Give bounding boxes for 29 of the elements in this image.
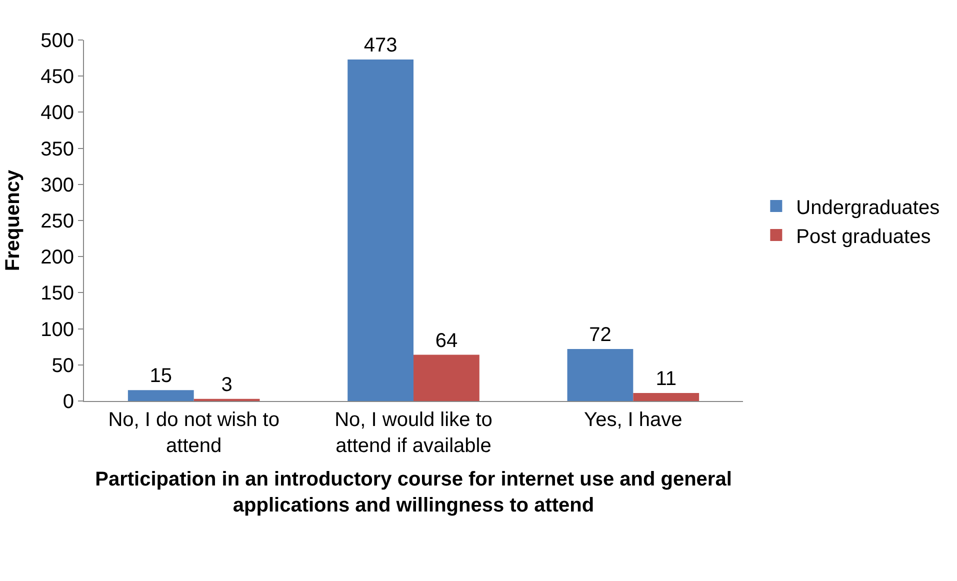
- x-tick-label: No, I do not wish to attend: [108, 409, 280, 457]
- data-label: 3: [221, 374, 232, 396]
- data-label: 15: [150, 365, 172, 388]
- bar: [128, 390, 194, 401]
- x-tick-label: Yes, I have: [584, 409, 682, 431]
- y-tick-label: 500: [40, 30, 74, 52]
- y-tick-label: 200: [40, 246, 74, 269]
- y-tick-label: 450: [40, 66, 74, 88]
- y-axis-title: Frequency: [2, 169, 24, 272]
- y-tick-label: 150: [40, 282, 74, 305]
- y-tick-label: 0: [62, 391, 74, 413]
- y-tick-label: 100: [40, 318, 74, 341]
- data-label: 473: [364, 34, 398, 56]
- bar: [567, 349, 634, 401]
- legend-label: Undergraduates: [796, 196, 940, 219]
- x-axis-title: Participation in an introductory course for internet use and general applications and willingness to attend: [95, 468, 732, 516]
- y-tick-label: 50: [52, 354, 74, 377]
- data-label: 11: [656, 368, 677, 390]
- bar: [348, 59, 414, 401]
- data-label: 72: [589, 324, 612, 346]
- bar: [414, 354, 480, 401]
- y-tick-label: 350: [40, 138, 74, 160]
- data-label: 64: [435, 330, 458, 352]
- y-tick-label: 300: [40, 174, 74, 196]
- y-tick-label: 250: [40, 210, 74, 232]
- x-tick-label: No, I would like to attend if available: [334, 409, 492, 457]
- bar: [633, 393, 700, 401]
- legend-label: Post graduates: [796, 226, 931, 248]
- y-tick-label: 400: [40, 102, 74, 124]
